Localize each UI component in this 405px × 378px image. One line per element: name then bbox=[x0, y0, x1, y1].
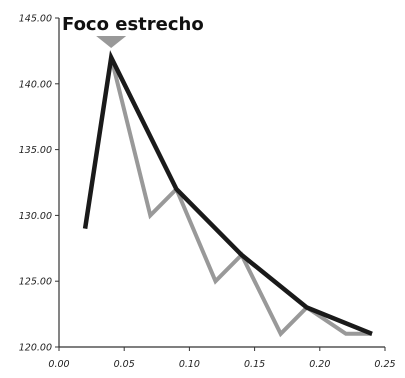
x-tick-label: 0.20 bbox=[309, 359, 330, 370]
x-tick-label: 0.15 bbox=[244, 359, 265, 370]
y-tick-label: 125.00 bbox=[19, 277, 52, 288]
y-tick-label: 130.00 bbox=[19, 211, 52, 222]
x-tick-label: 0.05 bbox=[114, 359, 135, 370]
y-tick-label: 145.00 bbox=[19, 14, 52, 25]
chart-annotations: Foco estrecho bbox=[62, 14, 204, 48]
y-tick-label: 135.00 bbox=[19, 145, 52, 156]
series-1-line bbox=[82, 50, 373, 336]
chart-series bbox=[82, 50, 373, 338]
y-tick-label: 120.00 bbox=[19, 343, 52, 354]
annotation-marker-triangle bbox=[96, 36, 127, 48]
x-tick-label: 0.10 bbox=[179, 359, 200, 370]
series-0-line bbox=[109, 57, 372, 338]
annotation-label: Foco estrecho bbox=[62, 14, 204, 35]
x-tick-label: 0.00 bbox=[48, 359, 69, 370]
x-tick-label: 0.25 bbox=[374, 359, 395, 370]
chart-axes: 120.00 125.00 130.00 135.00 140.00 145.00 0.00… bbox=[19, 14, 396, 371]
y-tick-label: 140.00 bbox=[19, 79, 52, 90]
